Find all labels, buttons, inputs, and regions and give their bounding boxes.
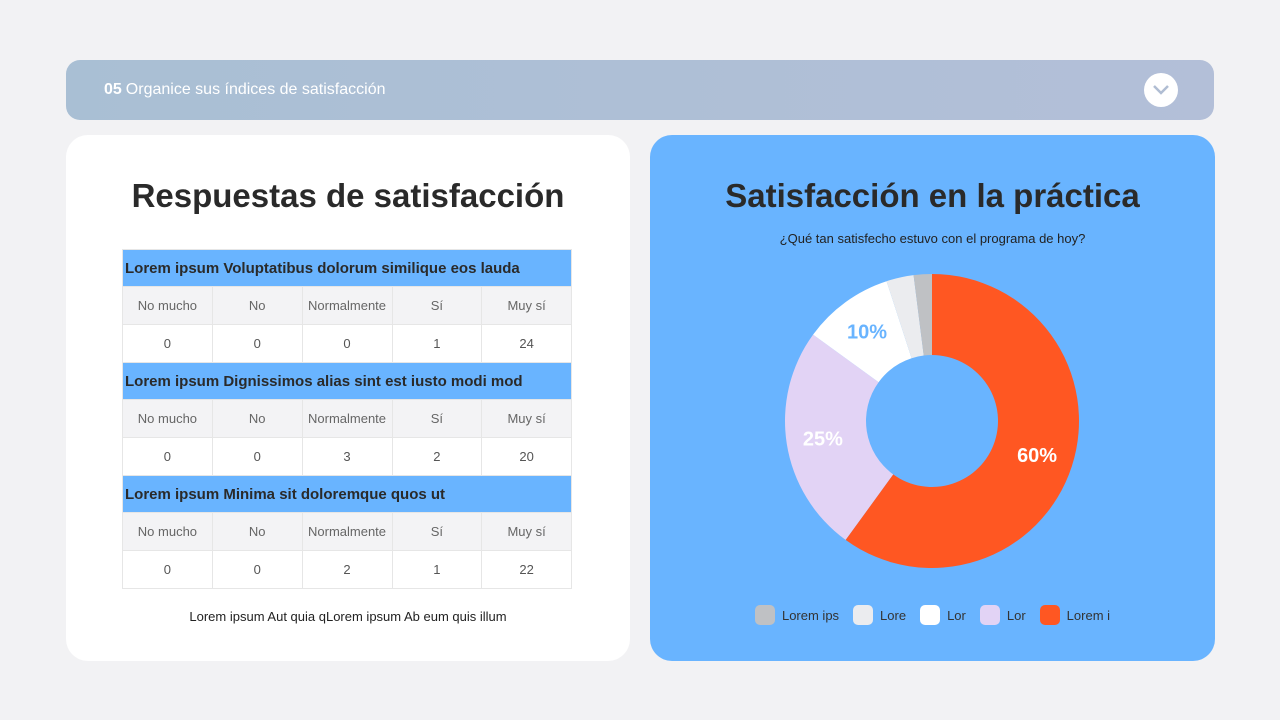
table-cell: 0 bbox=[211, 324, 303, 363]
legend-swatch bbox=[853, 605, 874, 625]
column-header: No mucho bbox=[122, 399, 213, 438]
column-header: Normalmente bbox=[301, 512, 393, 551]
column-header: Sí bbox=[391, 512, 483, 551]
legend-item: Lorem i bbox=[1039, 605, 1111, 625]
table-header-row: No mucho No Normalmente Sí Muy sí bbox=[122, 512, 572, 551]
table-cell: 2 bbox=[301, 550, 393, 589]
table-section-header: Lorem ipsum Minima sit doloremque quos u… bbox=[122, 475, 572, 513]
table-cell: 22 bbox=[481, 550, 572, 589]
responses-title: Respuestas de satisfacción bbox=[131, 177, 565, 214]
table-cell: 0 bbox=[122, 324, 213, 363]
column-header: No bbox=[211, 399, 303, 438]
section-number: 05 bbox=[104, 81, 122, 98]
column-header: Normalmente bbox=[301, 286, 393, 325]
chart-legend: Lorem ips Lore Lor Lor Lorem i bbox=[650, 605, 1215, 625]
section-header: 05 Organice sus índices de satisfacción bbox=[66, 60, 1214, 120]
legend-swatch bbox=[1039, 605, 1060, 625]
legend-label: Lorem ips bbox=[781, 607, 840, 623]
section-title: Lorem ipsum Voluptatibus dolorum similiq… bbox=[122, 249, 572, 287]
donut-slice bbox=[813, 281, 912, 383]
column-header: Sí bbox=[391, 399, 483, 438]
column-header: Sí bbox=[391, 286, 483, 325]
table-cell: 2 bbox=[391, 437, 483, 476]
table-cell: 0 bbox=[211, 437, 303, 476]
responses-table: Lorem ipsum Voluptatibus dolorum similiq… bbox=[122, 249, 572, 589]
donut-slice bbox=[886, 275, 924, 359]
legend-item: Lore bbox=[853, 605, 906, 625]
legend-swatch bbox=[920, 605, 941, 625]
legend-swatch bbox=[754, 605, 775, 625]
table-header-row: No mucho No Normalmente Sí Muy sí bbox=[122, 286, 572, 325]
legend-label: Lor bbox=[947, 607, 966, 623]
legend-label: Lorem i bbox=[1066, 607, 1111, 623]
legend-item: Lor bbox=[979, 605, 1026, 625]
table-cell: 20 bbox=[481, 437, 572, 476]
table-cell: 0 bbox=[122, 437, 213, 476]
column-header: Normalmente bbox=[301, 399, 393, 438]
legend-swatch bbox=[979, 605, 1000, 625]
section-title: Lorem ipsum Minima sit doloremque quos u… bbox=[122, 475, 572, 513]
table-section-header: Lorem ipsum Dignissimos alias sint est i… bbox=[122, 362, 572, 400]
column-header: No bbox=[211, 286, 303, 325]
legend-item: Lorem ips bbox=[754, 605, 840, 625]
chart-subtitle: ¿Qué tan satisfecho estuvo con el progra… bbox=[779, 231, 1086, 246]
responses-card: Respuestas de satisfacción Lorem ipsum V… bbox=[66, 135, 630, 661]
table-cell: 0 bbox=[301, 324, 393, 363]
table-cell: 0 bbox=[122, 550, 213, 589]
column-header: No mucho bbox=[122, 286, 213, 325]
column-header: Muy sí bbox=[481, 286, 572, 325]
table-cell: 1 bbox=[391, 550, 483, 589]
legend-label: Lor bbox=[1006, 607, 1026, 623]
donut-slice bbox=[913, 274, 932, 356]
chevron-down-icon bbox=[1153, 85, 1169, 95]
column-header: No bbox=[211, 512, 303, 551]
footer-note: Lorem ipsum Aut quia qLorem ipsum Ab eum… bbox=[189, 609, 507, 624]
data-label: 60% bbox=[1017, 445, 1057, 467]
chart-card: Satisfacción en la práctica ¿Qué tan sat… bbox=[650, 135, 1215, 661]
column-header: No mucho bbox=[122, 512, 213, 551]
table-row: 0 0 3 2 20 bbox=[122, 437, 572, 476]
collapse-button[interactable] bbox=[1144, 73, 1178, 107]
section-title: Organice sus índices de satisfacción bbox=[125, 81, 386, 98]
table-header-row: No mucho No Normalmente Sí Muy sí bbox=[122, 399, 572, 438]
column-header: Muy sí bbox=[481, 399, 572, 438]
chart-title: Satisfacción en la práctica bbox=[725, 177, 1140, 214]
section-title: Lorem ipsum Dignissimos alias sint est i… bbox=[122, 362, 572, 400]
donut-chart: 60% 25% 10% bbox=[785, 274, 1079, 568]
table-cell: 1 bbox=[391, 324, 483, 363]
table-section-header: Lorem ipsum Voluptatibus dolorum similiq… bbox=[122, 249, 572, 287]
data-label: 10% bbox=[847, 322, 887, 344]
data-label: 25% bbox=[803, 428, 843, 450]
legend-item: Lor bbox=[920, 605, 966, 625]
table-row: 0 0 0 1 24 bbox=[122, 324, 572, 363]
column-header: Muy sí bbox=[481, 512, 572, 551]
donut-slice bbox=[785, 334, 894, 540]
table-cell: 3 bbox=[301, 437, 393, 476]
table-row: 0 0 2 1 22 bbox=[122, 550, 572, 589]
table-cell: 24 bbox=[481, 324, 572, 363]
legend-label: Lore bbox=[880, 607, 907, 623]
donut-slice bbox=[845, 274, 1079, 568]
table-cell: 0 bbox=[211, 550, 303, 589]
